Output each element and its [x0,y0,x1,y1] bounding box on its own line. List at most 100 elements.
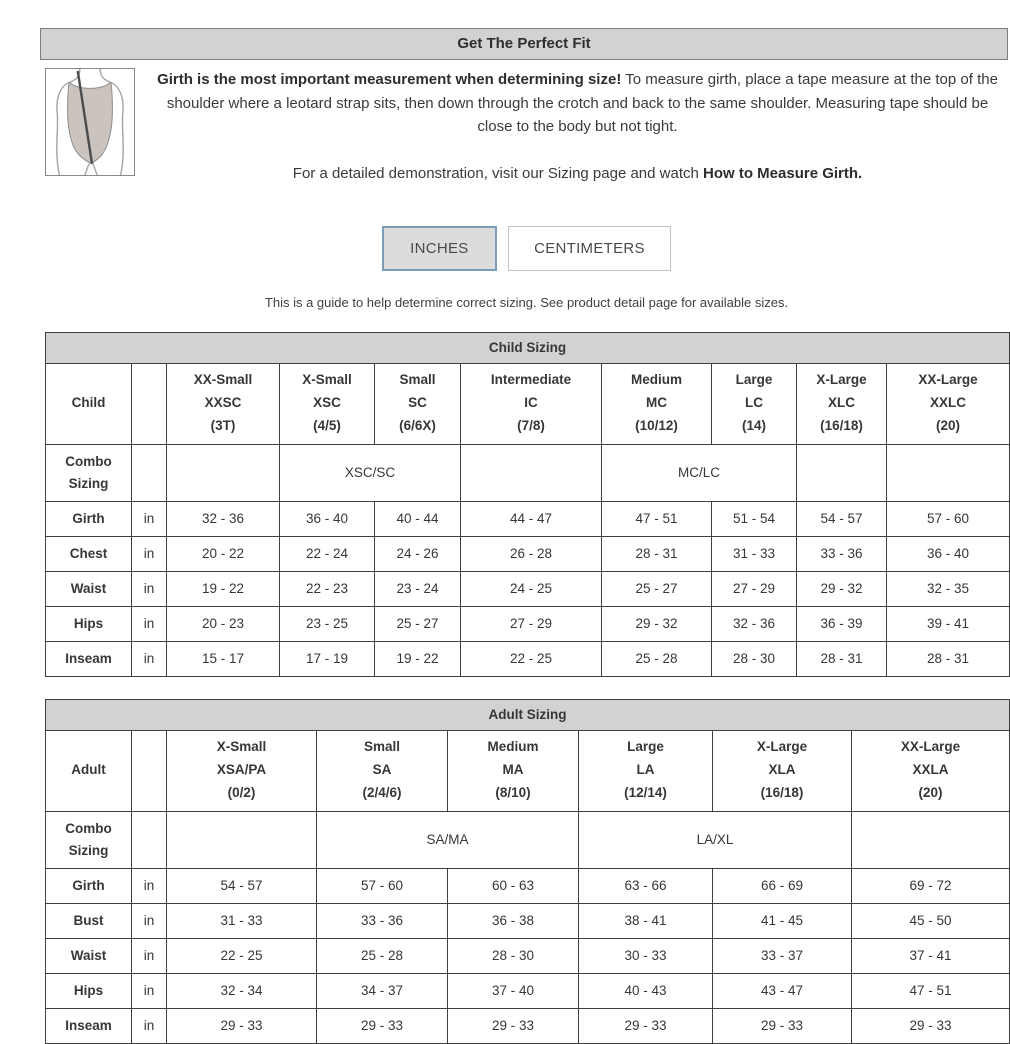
size-column-header: Intermediate IC (7/8) [460,362,602,445]
size-name: Small [363,739,401,755]
size-value-cell: 44 - 47 [460,500,602,537]
size-value-cell: 22 - 25 [460,640,602,677]
size-name: Medium [630,372,682,388]
combo-sizing-label: Combo Sizing [45,810,132,869]
size-range: (8/10) [495,785,531,801]
size-range: (7/8) [517,418,545,434]
size-range: (4/5) [313,418,341,434]
size-value-cell: 54 - 57 [166,867,317,904]
demo-line: For a detailed demonstration, visit our … [151,162,1004,186]
size-value-cell: 32 - 36 [711,605,797,642]
size-value-cell: 37 - 40 [447,972,579,1009]
girth-instructions-lead: Girth is the most important measurement … [157,71,622,88]
unit-cell: in [131,605,167,642]
size-value-cell: 40 - 43 [578,972,713,1009]
combo-value-cell [166,443,280,502]
size-value-cell: 33 - 37 [712,937,852,974]
size-range: (10/12) [635,418,678,434]
centimeters-button[interactable]: CENTIMETERS [508,225,671,271]
combo-value-cell: SA/MA [316,810,579,869]
size-value-cell: 28 - 31 [796,640,887,677]
size-value-cell: 36 - 38 [447,902,579,939]
combo-value-cell: MC/LC [601,443,797,502]
size-code: XXLA [912,762,949,778]
inches-button[interactable]: INCHES [382,225,497,271]
measurement-row: Chest in 20 - 22 22 - 24 24 - 26 26 - 28 28 - … [45,535,1010,572]
size-value-cell: 57 - 60 [885,500,1010,537]
size-value-cell: 40 - 44 [374,500,461,537]
size-value-cell: 28 - 30 [447,937,579,974]
measurement-row: Hips in 32 - 34 34 - 37 37 - 40 40 - 43 43 - 4… [45,972,1010,1009]
size-name: Intermediate [490,372,572,388]
size-code: LC [745,395,763,411]
unit-cell: in [131,640,167,677]
size-value-cell: 69 - 72 [851,867,1010,904]
size-value-cell: 24 - 26 [374,535,461,572]
measurement-row: Girth in 32 - 36 36 - 40 40 - 44 44 - 47 47 - … [45,500,1010,537]
measurement-label: Girth [45,867,132,904]
demo-line-bold: How to Measure Girth. [703,165,863,183]
size-code: XXSC [204,395,242,411]
measurement-row: Waist in 22 - 25 25 - 28 28 - 30 30 - 33 33 - … [45,937,1010,974]
size-value-cell: 25 - 27 [601,570,712,607]
size-name: XX-Large [900,739,961,755]
size-value-cell: 29 - 32 [601,605,712,642]
size-value-cell: 29 - 33 [316,1007,448,1044]
combo-value-cell [851,810,1010,869]
size-code: MA [502,762,524,778]
size-column-header: XX-Small XXSC (3T) [166,362,280,445]
size-value-cell: 43 - 47 [712,972,852,1009]
size-value-cell: 20 - 23 [166,605,280,642]
size-value-cell: 27 - 29 [711,570,797,607]
measurement-label: Chest [45,535,132,572]
size-column-header: Medium MA (8/10) [447,729,579,812]
size-value-cell: 29 - 33 [712,1007,852,1044]
size-value-cell: 19 - 22 [374,640,461,677]
size-column-header: Medium MC (10/12) [601,362,712,445]
unit-cell: in [131,867,167,904]
unit-cell: in [131,570,167,607]
size-name: Large [735,372,773,388]
intro-section: Girth is the most important measurement … [40,66,1008,186]
size-value-cell: 25 - 27 [374,605,461,642]
size-value-cell: 19 - 22 [166,570,280,607]
size-value-cell: 29 - 33 [851,1007,1010,1044]
size-value-cell: 25 - 28 [316,937,448,974]
size-value-cell: 25 - 28 [601,640,712,677]
size-name: X-Large [756,739,808,755]
size-value-cell: 41 - 45 [712,902,852,939]
size-value-cell: 33 - 36 [796,535,887,572]
size-value-cell: 29 - 32 [796,570,887,607]
size-name: Medium [487,739,539,755]
measurement-label: Inseam [45,640,132,677]
group-label: Adult [45,729,132,812]
measurement-label: Waist [45,570,132,607]
leotard-measurement-image [45,68,135,176]
size-value-cell: 22 - 25 [166,937,317,974]
size-value-cell: 27 - 29 [460,605,602,642]
combo-value-cell [460,443,602,502]
size-range: (6/6X) [399,418,436,434]
size-value-cell: 32 - 34 [166,972,317,1009]
combo-value-cell [885,443,1010,502]
unit-cell: in [131,500,167,537]
size-column-header: X-Small XSA/PA (0/2) [166,729,317,812]
size-column-header: X-Large XLC (16/18) [796,362,887,445]
page-title: Get The Perfect Fit [40,28,1008,60]
unit-spacer-cell [131,362,167,445]
size-code: IC [524,395,538,411]
size-value-cell: 31 - 33 [711,535,797,572]
unit-toggle: INCHES CENTIMETERS [40,225,1008,271]
sizing-guide-page: Get The Perfect Fit Girth is the most im… [40,28,1010,1044]
size-range: (0/2) [227,785,256,801]
size-value-cell: 28 - 30 [711,640,797,677]
size-code: XSC [313,395,341,411]
size-value-cell: 54 - 57 [796,500,887,537]
size-value-cell: 36 - 40 [885,535,1010,572]
measurement-row: Bust in 31 - 33 33 - 36 36 - 38 38 - 41 41 - 4… [45,902,1010,939]
size-range: (12/14) [624,785,667,801]
size-value-cell: 33 - 36 [316,902,448,939]
unit-cell: in [131,535,167,572]
size-name: XX-Large [918,372,978,388]
size-value-cell: 37 - 41 [851,937,1010,974]
